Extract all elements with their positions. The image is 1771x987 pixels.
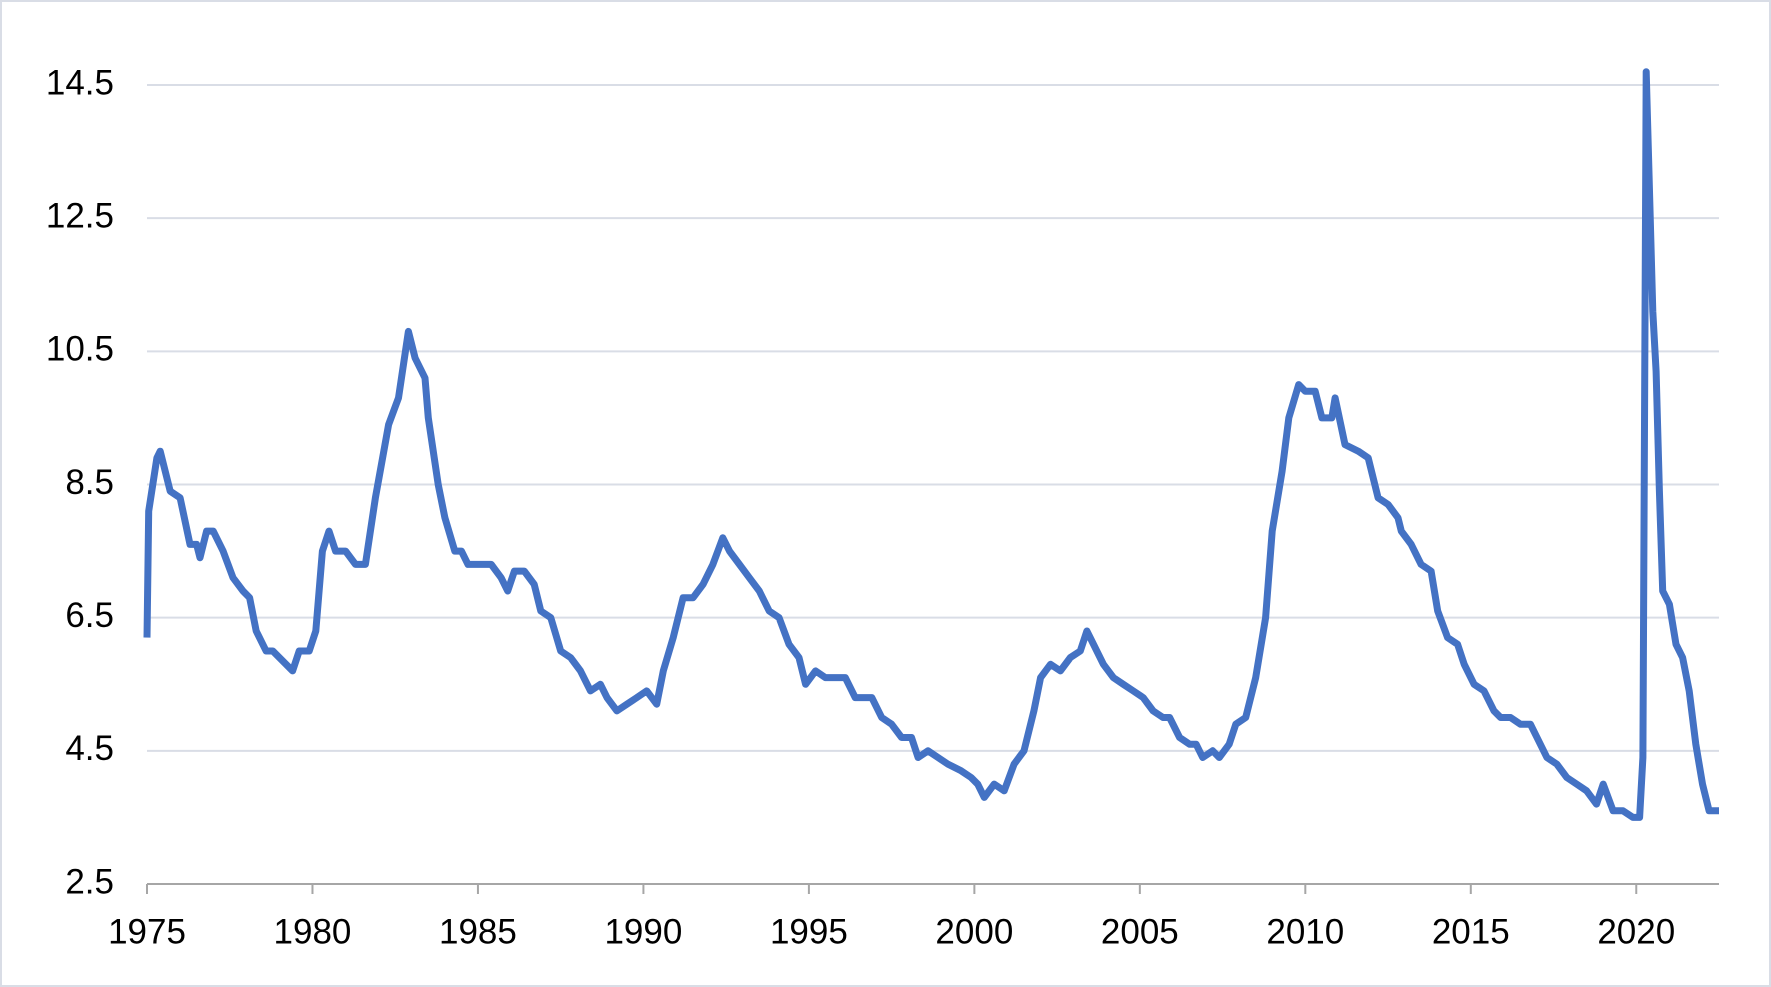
x-tick-label: 1980 (274, 912, 352, 951)
y-tick-label: 14.5 (46, 63, 114, 102)
y-tick-label: 4.5 (65, 729, 114, 768)
x-tick-label: 2005 (1101, 912, 1179, 951)
y-tick-label: 6.5 (65, 596, 114, 635)
x-tick-label: 2010 (1266, 912, 1344, 951)
line (143, 68, 1719, 821)
y-tick-label: 10.5 (46, 330, 114, 369)
x-tick-label: 2020 (1597, 912, 1675, 951)
x-tick-label: 1995 (770, 912, 848, 951)
y-tick-label: 2.5 (65, 862, 114, 901)
x-tick-label: 1985 (439, 912, 517, 951)
x-tick-label: 2000 (935, 912, 1013, 951)
y-tick-label: 12.5 (46, 196, 114, 235)
y-tick-label: 8.5 (65, 463, 114, 502)
x-tick-label: 1975 (108, 912, 186, 951)
x-tick-label: 1990 (604, 912, 682, 951)
x-tick-label: 2015 (1432, 912, 1510, 951)
